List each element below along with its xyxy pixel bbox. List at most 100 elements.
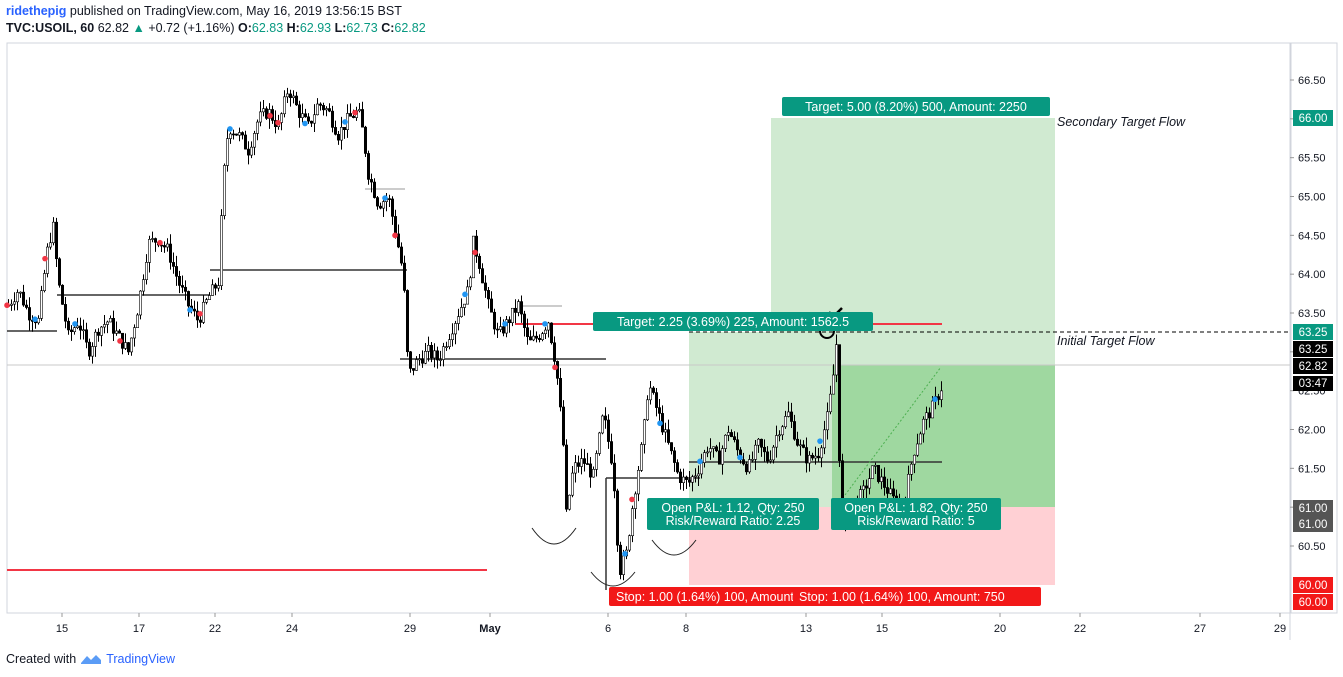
candle-body — [663, 429, 667, 433]
price-badge-text: 60.00 — [1299, 597, 1328, 609]
pnl-label-2[interactable]: Open P&L: 1.82, Qty: 250 Risk/Reward Rat… — [831, 498, 1001, 530]
pivot-high-dot — [392, 232, 398, 239]
close-label: C: — [381, 21, 395, 35]
candle-body — [88, 341, 92, 357]
candle-body — [525, 327, 529, 337]
x-tick-label: 6 — [605, 623, 611, 635]
price-badge — [1293, 594, 1333, 610]
candle-body — [390, 198, 394, 217]
candle-body — [106, 321, 110, 325]
countdown-text: 03:47 — [1299, 378, 1328, 390]
candle-body — [139, 290, 143, 316]
candle-body — [741, 459, 745, 465]
candle-body — [60, 284, 64, 305]
candle-body — [771, 446, 775, 461]
pnl-label-1[interactable]: Open P&L: 1.12, Qty: 250 Risk/Reward Rat… — [647, 498, 819, 530]
candle-body — [744, 463, 748, 473]
candle-body — [109, 318, 113, 323]
change-up-icon: ▲ — [132, 21, 145, 35]
price-axis[interactable] — [1290, 42, 1338, 614]
initial-target-zone[interactable] — [689, 332, 771, 507]
initial-target-annotation[interactable]: Initial Target Flow — [1057, 334, 1155, 348]
y-axis-ticks: 60.5061.0061.5062.0062.5063.0063.5064.00… — [1290, 75, 1326, 553]
candle-body — [711, 446, 715, 449]
candle-body — [172, 262, 176, 267]
candle-body — [597, 432, 601, 454]
candle-body — [261, 108, 265, 113]
dotted-trend-line[interactable] — [844, 366, 942, 496]
swing-arc-2[interactable] — [590, 571, 636, 587]
x-tick-label: 29 — [404, 623, 416, 635]
tradingview-brand[interactable]: TradingView — [106, 652, 175, 666]
candle-body — [441, 346, 445, 360]
candle-body — [151, 238, 155, 240]
stop-label-2[interactable]: Stop: 1.00 (1.64%) 100, Amount: 750 — [793, 587, 1041, 606]
candle-body — [187, 291, 191, 307]
candle-body — [181, 285, 185, 288]
candle-body — [250, 146, 254, 156]
price-badge — [1293, 324, 1333, 340]
candle-body — [24, 304, 28, 308]
secondary-target-annotation[interactable]: Secondary Target Flow — [1057, 115, 1186, 129]
pnl-text-2: Open P&L: 1.82, Qty: 250 — [844, 501, 987, 515]
candle-body — [163, 245, 167, 248]
candle-body — [870, 465, 874, 479]
candle-body — [178, 276, 182, 286]
candle-body — [633, 493, 637, 509]
candle-body — [795, 438, 799, 446]
candle-body — [570, 472, 574, 496]
last-price: 62.82 — [97, 21, 129, 35]
initial-target-label[interactable]: Target: 2.25 (3.69%) 225, Amount: 1562.5 — [593, 312, 873, 331]
candle-body — [435, 350, 439, 361]
candle-body — [573, 462, 577, 474]
secondary-target-label[interactable]: Target: 5.00 (8.20%) 500, Amount: 2250 — [782, 97, 1050, 116]
price-badge-text: 62.82 — [1299, 361, 1328, 373]
y-tick-label: 64.00 — [1298, 269, 1326, 281]
swing-arc-1[interactable] — [531, 527, 577, 545]
candle-body — [27, 307, 31, 321]
candle-body — [471, 235, 475, 279]
candle-body — [675, 462, 679, 473]
pivot-high-dot — [629, 496, 635, 503]
swing-arc-3[interactable] — [651, 539, 697, 556]
candle-body — [79, 325, 83, 331]
candle-body — [807, 454, 811, 464]
candle-body — [513, 307, 517, 313]
candle-body — [375, 197, 379, 207]
candle-body — [450, 333, 454, 340]
pivot-high-dot — [42, 255, 48, 262]
candle-body — [64, 304, 68, 322]
pivot-low-dot — [697, 458, 703, 465]
candle-body — [115, 330, 119, 334]
author-link[interactable]: ridethepig — [6, 4, 67, 18]
candle-body — [282, 96, 286, 115]
candle-body — [142, 279, 146, 292]
candle-body — [642, 419, 646, 445]
candle-body — [579, 458, 583, 467]
candle-body — [94, 331, 98, 347]
candle-body — [70, 329, 74, 332]
candle-body — [702, 452, 706, 463]
candle-body — [396, 233, 400, 248]
candle-body — [714, 446, 718, 452]
candle-body — [444, 346, 448, 348]
candle-body — [238, 132, 242, 136]
candle-body — [537, 337, 541, 340]
candle-body — [555, 361, 559, 379]
candle-body — [76, 325, 80, 328]
candle-body — [279, 113, 283, 123]
candle-body — [822, 429, 826, 449]
candle-body — [696, 473, 700, 477]
candle-body — [348, 113, 352, 117]
candle-body — [708, 448, 712, 453]
stop-label-1[interactable]: Stop: 1.00 (1.64%) 100, Amount: 750 — [609, 587, 822, 606]
candle-body — [507, 319, 511, 324]
candle-body — [834, 344, 838, 376]
pivot-high-dot — [472, 249, 478, 256]
candle-body — [175, 266, 179, 277]
candle-body — [549, 322, 553, 344]
candle-body — [765, 451, 769, 462]
symbol-label[interactable]: TVC:USOIL, 60 — [6, 21, 95, 35]
open-label: O: — [237, 21, 252, 35]
